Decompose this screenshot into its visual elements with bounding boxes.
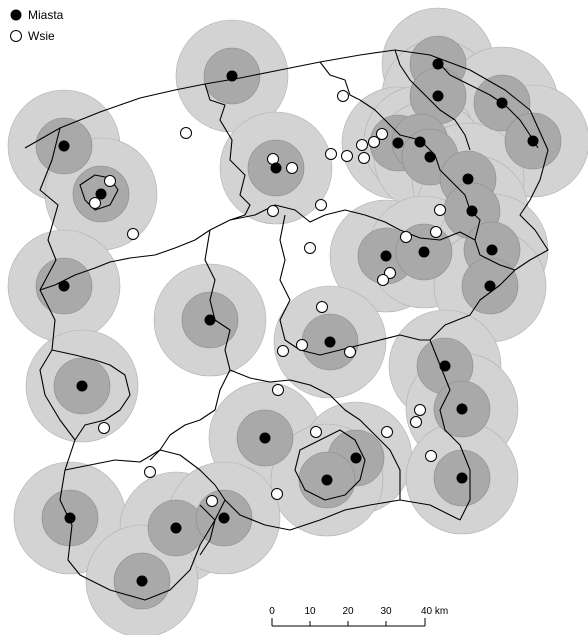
city-marker (58, 140, 70, 152)
village-marker (356, 139, 368, 151)
city-layer (58, 58, 539, 587)
city-marker (484, 280, 496, 292)
city-marker (380, 250, 392, 262)
internal-boundary-13 (294, 429, 366, 501)
village-marker (286, 162, 298, 174)
internal-boundary-6 (229, 204, 476, 241)
village-marker (272, 384, 284, 396)
internal-boundary-3 (394, 49, 471, 151)
internal-boundary-14 (199, 504, 216, 556)
city-marker (58, 280, 70, 292)
village-marker (377, 274, 389, 286)
village-marker (337, 90, 349, 102)
internal-boundary-9 (51, 349, 131, 441)
internal-boundary-1 (204, 83, 251, 221)
village-marker (206, 495, 218, 507)
village-marker (358, 152, 370, 164)
city-marker (456, 472, 468, 484)
village-marker (400, 231, 412, 243)
city-marker (496, 97, 508, 109)
village-marker (425, 450, 437, 462)
city-marker (466, 205, 478, 217)
village-marker (376, 128, 388, 140)
legend-city-label: Miasta (28, 8, 64, 22)
village-marker (325, 148, 337, 160)
city-marker (392, 137, 404, 149)
village-layer (89, 90, 446, 507)
city-marker (439, 360, 451, 372)
internal-boundary-10 (229, 369, 401, 500)
internal-boundary-4 (79, 174, 119, 211)
city-marker (136, 575, 148, 587)
city-marker (424, 151, 436, 163)
internal-boundary-5 (39, 219, 231, 291)
village-marker (341, 150, 353, 162)
legend: Miasta Wsie (10, 8, 64, 43)
legend-village-label: Wsie (28, 29, 55, 43)
village-marker (315, 199, 327, 211)
village-marker (344, 346, 356, 358)
village-marker (267, 205, 279, 217)
city-marker (432, 90, 444, 102)
scale-label-20: 20 (342, 606, 354, 617)
city-marker (76, 380, 88, 392)
outer-boundary-east (429, 149, 549, 521)
village-marker (384, 267, 396, 279)
village-marker (316, 301, 328, 313)
city-marker (350, 452, 362, 464)
village-marker (271, 488, 283, 500)
scale-bar (271, 618, 426, 627)
city-marker (226, 70, 238, 82)
scale-bar-labels: 0 10 20 30 40 km (269, 606, 448, 617)
city-marker (527, 135, 539, 147)
village-marker (381, 426, 393, 438)
legend-village-icon (10, 30, 22, 42)
city-marker (456, 403, 468, 415)
scale-label-40: 40 km (421, 606, 448, 617)
legend-city-icon (10, 9, 22, 21)
village-marker (89, 197, 101, 209)
internal-boundary-12 (159, 449, 226, 501)
city-marker (170, 522, 182, 534)
village-marker (310, 426, 322, 438)
city-marker (414, 136, 426, 148)
village-marker (430, 226, 442, 238)
city-marker (95, 188, 107, 200)
village-marker (296, 339, 308, 351)
city-marker (321, 474, 333, 486)
village-marker (434, 204, 446, 216)
village-marker (180, 127, 192, 139)
internal-boundary-11 (64, 449, 161, 471)
village-marker (127, 228, 139, 240)
village-marker (144, 466, 156, 478)
city-marker (218, 512, 230, 524)
village-marker (98, 422, 110, 434)
city-marker (418, 246, 430, 258)
scale-label-10: 10 (304, 606, 316, 617)
city-marker (462, 173, 474, 185)
village-marker (368, 136, 380, 148)
village-marker (277, 345, 289, 357)
outer-boundary-north (24, 49, 549, 151)
city-marker (64, 512, 76, 524)
boundaries (24, 49, 549, 601)
city-marker (259, 432, 271, 444)
city-marker (432, 58, 444, 70)
village-marker (410, 416, 422, 428)
village-marker (414, 404, 426, 416)
scale-label-30: 30 (380, 606, 392, 617)
city-marker (270, 162, 282, 174)
village-marker (104, 175, 116, 187)
city-marker (486, 244, 498, 256)
outer-boundary-south (224, 499, 461, 531)
city-marker (204, 314, 216, 326)
city-marker (324, 336, 336, 348)
village-marker (304, 242, 316, 254)
scale-label-0: 0 (269, 606, 275, 617)
